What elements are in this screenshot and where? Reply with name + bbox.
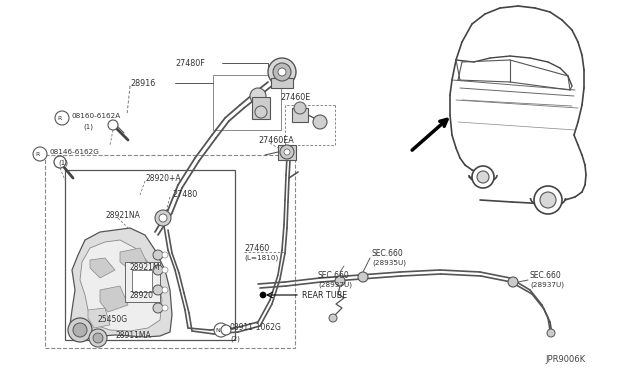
Circle shape [73,323,87,337]
Circle shape [162,252,168,258]
Polygon shape [80,240,162,331]
Text: (28937U): (28937U) [530,282,564,288]
Text: (28937U): (28937U) [318,282,352,288]
Text: N: N [216,327,220,333]
Text: 08160-6162A: 08160-6162A [71,113,120,119]
Circle shape [313,115,327,129]
Text: 27460E: 27460E [280,93,310,102]
Text: REAR TUBE: REAR TUBE [302,291,348,299]
Circle shape [335,276,345,286]
Circle shape [472,166,494,188]
Text: (2): (2) [230,336,240,342]
Circle shape [534,186,562,214]
Polygon shape [88,308,110,328]
Text: 28920+A: 28920+A [145,173,180,183]
Text: (1): (1) [83,124,93,130]
Text: 27460EA: 27460EA [258,135,294,144]
Text: 28921NA: 28921NA [105,211,140,219]
Circle shape [214,323,228,337]
Polygon shape [70,228,172,340]
Text: SEC.660: SEC.660 [318,272,349,280]
Circle shape [153,265,163,275]
Bar [213,75,281,130]
Circle shape [294,102,306,114]
Bar [292,108,308,122]
Bar [45,155,295,348]
Circle shape [278,68,286,76]
Text: (L=1810): (L=1810) [244,255,278,261]
Circle shape [153,303,163,313]
Circle shape [162,305,168,311]
Circle shape [89,329,107,347]
Polygon shape [100,286,128,312]
Text: 27460: 27460 [244,244,269,253]
Circle shape [273,63,291,81]
Circle shape [153,250,163,260]
Circle shape [250,88,266,104]
Text: 28916: 28916 [130,78,156,87]
Circle shape [358,272,368,282]
Circle shape [155,210,171,226]
Polygon shape [90,258,115,278]
Circle shape [547,329,555,337]
Circle shape [508,277,518,287]
Text: 28920: 28920 [130,291,154,299]
Text: (28935U): (28935U) [372,260,406,266]
Text: SEC.660: SEC.660 [530,272,562,280]
Circle shape [268,58,296,86]
Circle shape [54,156,66,168]
Circle shape [108,120,118,130]
Text: 25450G: 25450G [98,315,128,324]
Circle shape [55,111,69,125]
Text: 27480: 27480 [172,189,197,199]
Circle shape [284,149,290,155]
Text: R: R [57,115,61,121]
Bar [65,170,235,340]
Circle shape [159,214,167,222]
Text: 08911-1062G: 08911-1062G [230,324,282,333]
Text: 28921M: 28921M [130,263,161,273]
Bar [125,262,160,302]
Circle shape [540,192,556,208]
Circle shape [93,333,103,343]
Bar [278,145,296,160]
Circle shape [162,287,168,293]
Circle shape [477,171,489,183]
Circle shape [260,292,266,298]
Text: 08146-6162G: 08146-6162G [49,149,99,155]
Text: R: R [35,151,39,157]
Bar [132,270,152,292]
Bar [252,97,270,119]
Circle shape [68,318,92,342]
Polygon shape [120,248,148,270]
Text: (1): (1) [58,160,68,166]
Circle shape [162,267,168,273]
Text: SEC.660: SEC.660 [372,250,404,259]
Text: JPR9006K: JPR9006K [545,356,585,365]
Circle shape [221,325,231,335]
Text: 27480F: 27480F [175,58,205,67]
Circle shape [33,147,47,161]
Circle shape [280,145,294,159]
Bar [271,78,293,88]
Circle shape [255,106,267,118]
Text: 28911MA: 28911MA [115,330,151,340]
Circle shape [153,285,163,295]
Circle shape [329,314,337,322]
